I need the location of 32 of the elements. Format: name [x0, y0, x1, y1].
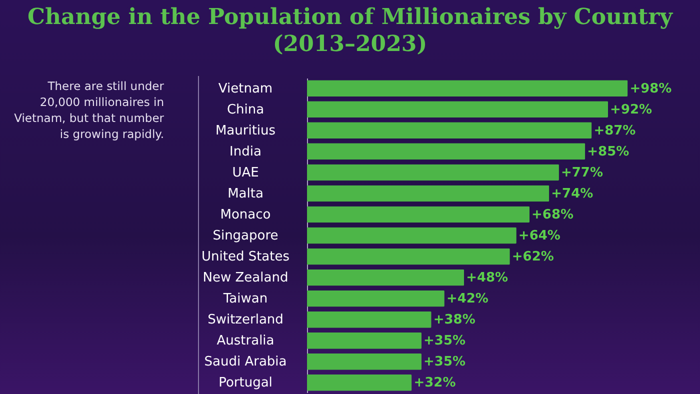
y-tick-label: Malta	[228, 186, 264, 202]
data-label: +64%	[518, 228, 560, 244]
data-label: +77%	[560, 165, 603, 180]
data-label: +68%	[532, 207, 574, 222]
y-tick-label: China	[226, 102, 264, 118]
data-label: +32%	[414, 376, 456, 391]
data-label: +74%	[551, 186, 594, 202]
y-tick-label: Mauritius	[215, 123, 276, 138]
y-tick-label: Monaco	[220, 207, 271, 222]
y-tick-label: UAE	[232, 165, 259, 180]
y-tick-label: United States	[201, 250, 290, 265]
data-label: +35%	[424, 354, 466, 370]
data-label: +98%	[630, 81, 672, 96]
data-label: +42%	[446, 292, 488, 307]
y-tick-label: Switzerland	[208, 312, 284, 328]
y-tick-label: Vietnam	[218, 81, 273, 96]
data-label: +85%	[587, 144, 630, 160]
y-tick-label: Saudi Arabia	[204, 354, 287, 370]
data-label: +92%	[610, 102, 652, 118]
data-label: +38%	[433, 312, 476, 328]
data-label: +48%	[466, 270, 508, 286]
text: There are still under 20,000 millionaires in Vietnam, but that number is growing rapidly.	[13, 78, 164, 142]
data-label: +87%	[594, 123, 636, 138]
y-tick-label: New Zealand	[202, 270, 288, 286]
data-label: +62%	[512, 250, 554, 265]
data-label: +35%	[424, 334, 466, 349]
y-tick-label: India	[230, 144, 262, 160]
y-tick-label: Taiwan	[222, 292, 268, 307]
y-tick-label: Portugal	[218, 376, 272, 391]
y-tick-label: Singapore	[212, 228, 278, 244]
chart-title: Change in the Population of Millionaires by Country (2013–2023)	[26, 4, 674, 58]
y-tick-label: Australia	[216, 334, 274, 349]
